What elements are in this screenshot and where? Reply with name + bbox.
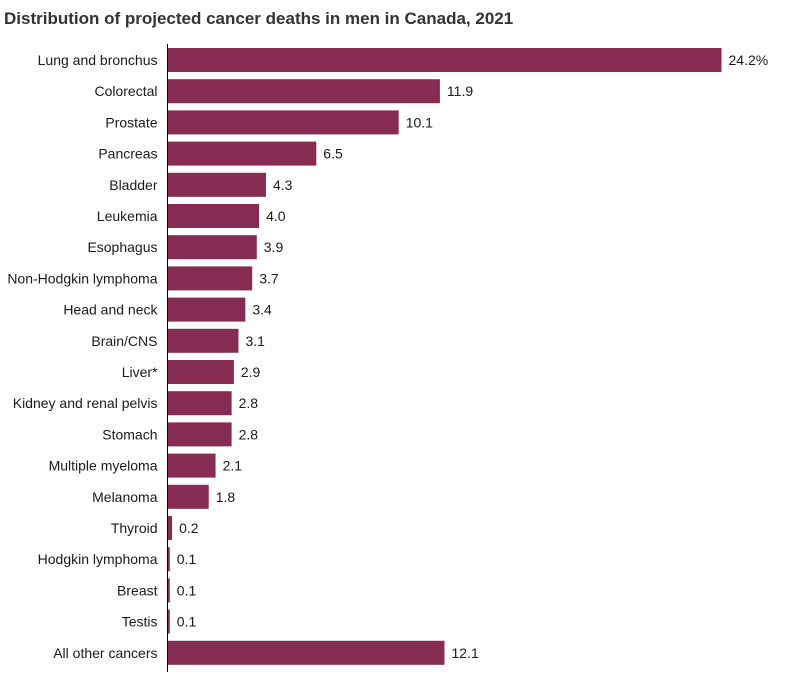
bar	[167, 48, 722, 72]
bar	[167, 640, 445, 665]
category-label: Kidney and renal pelvis	[13, 395, 158, 411]
bar	[167, 422, 232, 447]
category-label: Prostate	[105, 114, 157, 130]
category-label: Liver*	[122, 364, 158, 380]
bar	[167, 141, 317, 166]
bar	[167, 360, 234, 384]
value-label: 24.2%	[729, 52, 769, 68]
bar	[167, 578, 170, 603]
category-label: Breast	[117, 582, 158, 598]
category-label: Hodgkin lymphoma	[38, 551, 158, 567]
value-label: 12.1	[452, 645, 479, 661]
category-label: Lung and bronchus	[38, 52, 158, 68]
value-labels-group: 24.2% 11.9 10.1 6.5 4.3 4.0 3.9 3.7 3.4 3.1 2.9 2.8…	[177, 52, 768, 661]
bar	[167, 110, 399, 135]
category-label: Colorectal	[94, 83, 157, 99]
category-label: Non-Hodgkin lymphoma	[7, 270, 157, 286]
value-label: 2.1	[223, 458, 243, 474]
category-label: Brain/CNS	[91, 333, 157, 349]
category-label: Pancreas	[98, 146, 157, 162]
value-label: 4.0	[266, 208, 286, 224]
value-label: 2.8	[239, 395, 259, 411]
value-label: 4.3	[273, 177, 293, 193]
bar	[167, 235, 257, 260]
value-label: 6.5	[323, 146, 343, 162]
value-label: 3.9	[264, 239, 284, 255]
value-label: 2.8	[239, 426, 259, 442]
category-label: Head and neck	[63, 302, 158, 318]
bar	[167, 204, 260, 228]
bar	[167, 172, 266, 197]
value-label: 0.2	[179, 520, 199, 536]
category-label: All other cancers	[53, 645, 157, 661]
bar	[167, 79, 440, 104]
value-label: 3.1	[245, 333, 265, 349]
bar	[167, 516, 173, 540]
bar	[167, 266, 253, 291]
category-label: Bladder	[109, 177, 158, 193]
value-label: 3.4	[252, 302, 272, 318]
category-label: Testis	[122, 614, 158, 630]
value-label: 0.1	[177, 582, 197, 598]
bar	[167, 328, 239, 353]
bar	[167, 484, 209, 509]
bar	[167, 453, 216, 478]
category-label: Esophagus	[87, 239, 157, 255]
category-label: Multiple myeloma	[49, 458, 158, 474]
bar	[167, 391, 232, 416]
category-label: Stomach	[102, 426, 157, 442]
bar	[167, 609, 170, 634]
category-label: Melanoma	[92, 489, 158, 505]
value-label: 1.8	[216, 489, 236, 505]
value-label: 11.9	[447, 83, 473, 99]
chart-title: Distribution of projected cancer deaths …	[4, 9, 514, 28]
category-label: Leukemia	[97, 208, 158, 224]
bar	[167, 297, 246, 322]
value-label: 0.1	[177, 551, 197, 567]
value-label: 3.7	[259, 270, 279, 286]
value-label: 10.1	[406, 114, 433, 130]
value-label: 0.1	[177, 614, 197, 630]
category-label: Thyroid	[111, 520, 158, 536]
bar	[167, 547, 170, 572]
bars-group	[167, 48, 722, 665]
category-labels-group: Lung and bronchus Colorectal Prostate Pancr…	[7, 52, 158, 661]
value-label: 2.9	[241, 364, 261, 380]
